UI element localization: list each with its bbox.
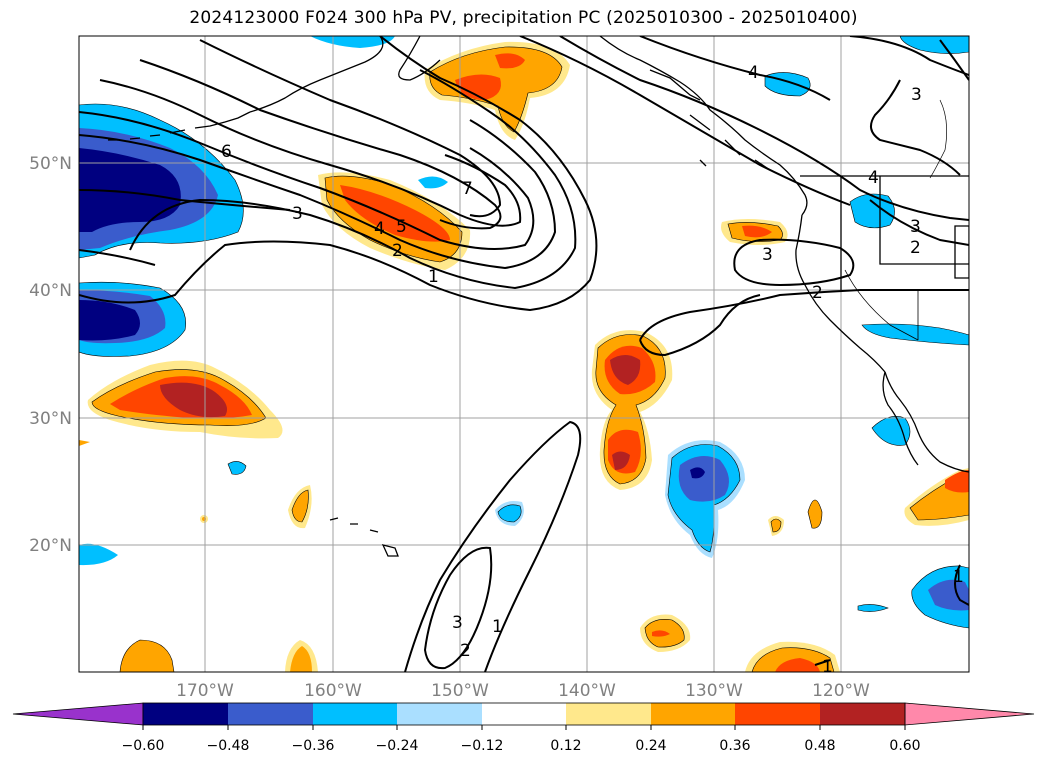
precip-negative-region	[418, 176, 448, 189]
precip-negative-region	[861, 323, 969, 346]
contour-label: 3	[910, 217, 921, 237]
contour-label: 6	[221, 142, 232, 162]
colorbar: −0.60 −0.48 −0.36 −0.24 −0.12 0.12 0.24 …	[12, 702, 1035, 754]
contour-label: 1	[428, 267, 439, 287]
contour-label: 4	[374, 219, 385, 239]
colorbar-swatch	[651, 703, 735, 725]
contour-label: 1	[822, 657, 833, 677]
colorbar-tick-label: −0.60	[122, 738, 165, 754]
colorbar-tick-label: 0.12	[550, 738, 581, 754]
colorbar-swatch	[566, 703, 651, 725]
contour-label: 3	[452, 613, 463, 633]
colorbar-swatch	[313, 703, 397, 725]
contour-label: 4	[748, 63, 759, 83]
contour-labels: 6 3 7 4 5 2 1 4 3 3 2 3 2 4 3 2 1 1 1	[221, 63, 964, 677]
lon-label-130w: 130°W	[685, 681, 743, 701]
longitude-labels: 170°W 160°W 150°W 140°W 130°W 120°W	[176, 681, 870, 701]
precip-positive-region	[807, 499, 823, 529]
precip-negative-region	[857, 604, 889, 612]
map-area: 6 3 7 4 5 2 1 4 3 3 2 3 2 4 3 2 1 1 1	[79, 36, 969, 677]
lon-label-120w: 120°W	[812, 681, 870, 701]
colorbar-tick-label: −0.24	[376, 738, 419, 754]
contour-label: 5	[396, 217, 407, 237]
colorbar-tick-label: 0.36	[719, 738, 750, 754]
colorbar-tick-label: −0.36	[292, 738, 335, 754]
colorbar-swatch	[735, 703, 820, 725]
lat-label-20n: 20°N	[29, 536, 72, 556]
lon-label-170w: 170°W	[176, 681, 234, 701]
precip-negative-region	[899, 36, 969, 54]
contour-label: 2	[392, 241, 403, 261]
colorbar-swatch	[482, 703, 566, 725]
precipitation-shading	[79, 36, 969, 672]
pv-contours	[79, 36, 969, 672]
colorbar-extend-max	[904, 702, 1035, 726]
colorbar-swatch	[397, 703, 482, 725]
colorbar-tick-label: 0.60	[889, 738, 920, 754]
precip-positive-region	[119, 639, 175, 672]
lon-label-140w: 140°W	[558, 681, 616, 701]
contour-label: 7	[462, 179, 473, 199]
colorbar-tick-label: 0.48	[804, 738, 835, 754]
contour-label: 1	[492, 617, 503, 637]
lat-label-30n: 30°N	[29, 409, 72, 429]
precip-negative-region	[79, 543, 118, 566]
contour-label: 3	[292, 204, 303, 224]
contour-label: 1	[953, 567, 964, 587]
map-title: 2024123000 F024 300 hPa PV, precipitatio…	[189, 8, 858, 28]
colorbar-tick-label: −0.48	[207, 738, 250, 754]
coastlines	[108, 36, 969, 557]
contour-label: 2	[910, 238, 921, 258]
lat-label-40n: 40°N	[29, 281, 72, 301]
contour-label: 3	[762, 245, 773, 265]
colorbar-swatch	[143, 703, 228, 725]
contour-label: 4	[868, 168, 879, 188]
lat-label-50n: 50°N	[29, 154, 72, 174]
colorbar-tick-label: −0.12	[461, 738, 504, 754]
contour-label: 2	[460, 641, 471, 661]
contour-label: 2	[812, 283, 823, 303]
precip-negative-region	[227, 461, 247, 475]
map-frame	[78, 35, 970, 673]
precip-negative-region	[310, 36, 395, 48]
contour-label: 3	[911, 85, 922, 105]
colorbar-swatch	[228, 703, 313, 725]
colorbar-swatch	[820, 703, 905, 725]
colorbar-tick-label: 0.24	[635, 738, 666, 754]
colorbar-extend-min	[12, 702, 144, 726]
precip-negative-region	[849, 193, 895, 229]
lon-label-160w: 160°W	[304, 681, 362, 701]
latitude-labels: 50°N 40°N 30°N 20°N	[29, 154, 72, 556]
lon-label-150w: 150°W	[431, 681, 489, 701]
